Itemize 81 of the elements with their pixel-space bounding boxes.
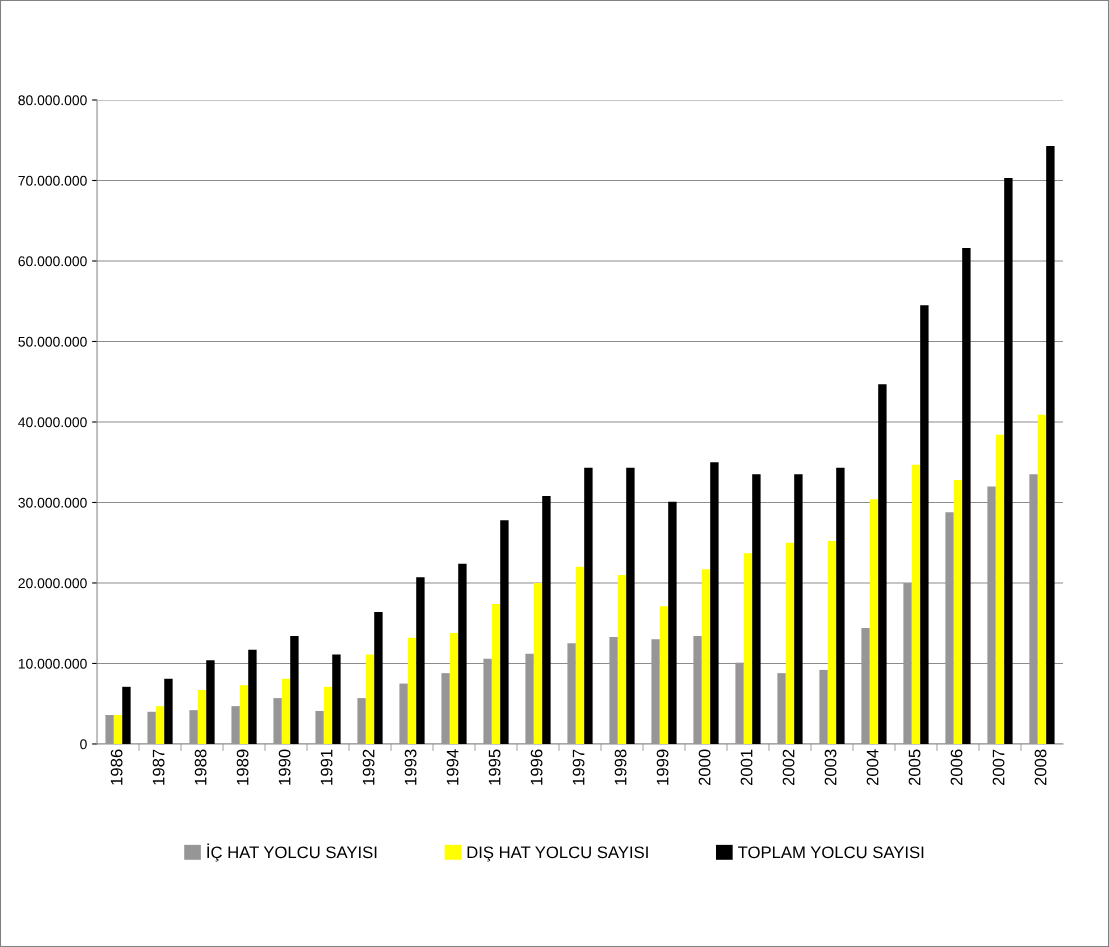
legend-label: İÇ HAT YOLCU SAYISI bbox=[207, 843, 377, 862]
bar bbox=[995, 434, 1005, 744]
x-tick-label: 1992 bbox=[362, 749, 375, 785]
bar bbox=[323, 686, 333, 744]
bar bbox=[836, 467, 845, 744]
bar bbox=[122, 686, 131, 744]
x-tick-label: 2001 bbox=[740, 749, 753, 786]
x-tick-label: 1995 bbox=[488, 749, 501, 785]
bar bbox=[911, 464, 921, 744]
legend-label: TOPLAM YOLCU SAYISI bbox=[738, 846, 924, 859]
bar bbox=[743, 553, 753, 744]
bar bbox=[785, 542, 795, 744]
x-tick-label: 1999 bbox=[656, 749, 669, 785]
bar bbox=[1046, 145, 1055, 744]
bar bbox=[113, 714, 123, 744]
x-tick-label: 1987 bbox=[152, 749, 165, 785]
bar bbox=[752, 474, 761, 744]
bar bbox=[290, 636, 299, 744]
bar bbox=[710, 462, 719, 744]
x-tick-label: 1988 bbox=[194, 749, 207, 785]
y-tick-label: 30.000.000 bbox=[18, 497, 87, 508]
bar bbox=[701, 569, 711, 744]
bar bbox=[1037, 414, 1047, 744]
x-tick-label: 1986 bbox=[110, 749, 123, 785]
bar bbox=[659, 606, 669, 744]
x-tick-label: 2002 bbox=[782, 749, 795, 786]
y-tick-label: 80.000.000 bbox=[18, 95, 87, 106]
bar bbox=[1004, 178, 1013, 744]
bar bbox=[869, 499, 879, 744]
y-tick-label: 50.000.000 bbox=[18, 336, 87, 347]
y-tick-label: 10.000.000 bbox=[18, 658, 87, 669]
bar bbox=[575, 566, 585, 744]
bar bbox=[458, 563, 467, 744]
bar bbox=[500, 520, 509, 744]
bar bbox=[365, 654, 375, 744]
bar bbox=[407, 637, 417, 744]
bar bbox=[953, 479, 963, 744]
bar bbox=[617, 574, 627, 744]
x-tick-label: 2000 bbox=[698, 749, 711, 786]
bar bbox=[878, 384, 887, 744]
x-tick-label: 1997 bbox=[572, 749, 585, 785]
x-tick-label: 2004 bbox=[866, 749, 879, 786]
bar bbox=[584, 467, 593, 744]
bar bbox=[794, 474, 803, 744]
bar bbox=[416, 577, 425, 744]
x-tick-label: 1989 bbox=[236, 749, 249, 785]
bar bbox=[668, 501, 677, 744]
bar bbox=[155, 706, 165, 744]
y-tick-label: 40.000.000 bbox=[18, 417, 87, 428]
bar bbox=[374, 611, 383, 744]
x-tick-label: 2006 bbox=[950, 749, 963, 786]
bar bbox=[827, 541, 837, 744]
bar bbox=[449, 632, 459, 744]
bar bbox=[491, 603, 501, 744]
bar bbox=[332, 654, 341, 744]
x-tick-label: 1998 bbox=[614, 749, 627, 785]
x-tick-label: 2003 bbox=[824, 749, 837, 786]
legend-label: DIŞ HAT YOLCU SAYISI bbox=[467, 846, 648, 862]
y-tick-label: 70.000.000 bbox=[18, 175, 87, 186]
bar bbox=[281, 678, 291, 744]
x-tick-label: 1991 bbox=[320, 749, 333, 785]
bar bbox=[239, 685, 249, 744]
bar bbox=[920, 305, 929, 744]
bar bbox=[197, 690, 207, 744]
x-tick-label: 1993 bbox=[404, 749, 417, 785]
bar bbox=[206, 660, 215, 744]
y-tick-label: 60.000.000 bbox=[18, 256, 87, 267]
bar bbox=[164, 678, 173, 744]
y-tick-label: 0 bbox=[80, 739, 87, 750]
bar bbox=[533, 582, 543, 744]
x-tick-label: 1996 bbox=[530, 749, 543, 785]
x-tick-label: 1994 bbox=[446, 749, 459, 785]
bar bbox=[248, 649, 257, 744]
bar bbox=[542, 496, 551, 744]
x-tick-label: 2008 bbox=[1034, 749, 1047, 786]
x-tick-label: 1990 bbox=[278, 749, 291, 785]
bar bbox=[626, 467, 635, 744]
y-tick-label: 20.000.000 bbox=[18, 578, 87, 589]
x-tick-label: 2005 bbox=[908, 749, 921, 786]
bar bbox=[962, 248, 971, 744]
x-tick-label: 2007 bbox=[992, 749, 1005, 786]
